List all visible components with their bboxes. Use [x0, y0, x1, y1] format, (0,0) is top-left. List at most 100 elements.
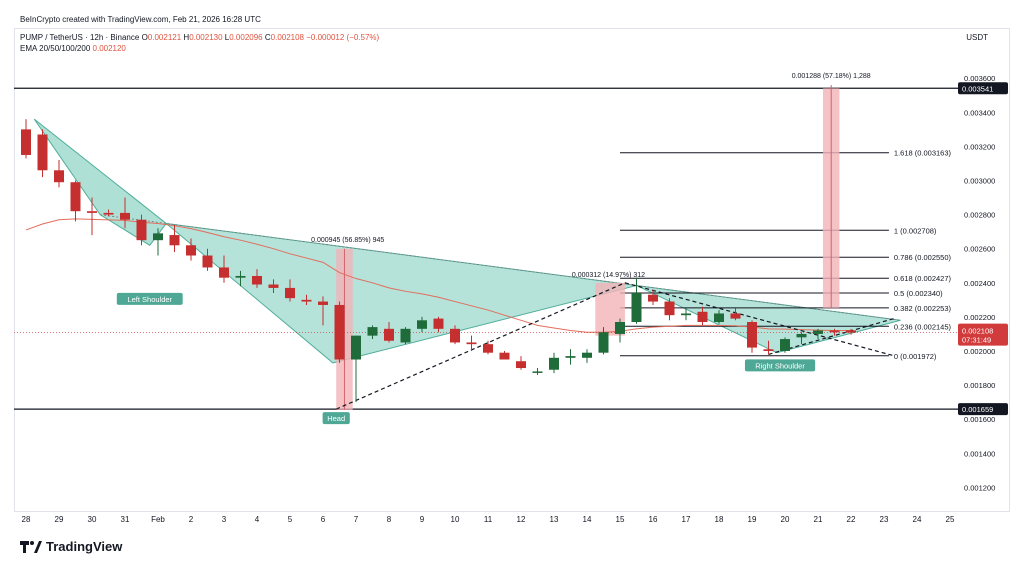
- head-area: [164, 222, 637, 364]
- candle-up[interactable]: [367, 327, 378, 336]
- x-tick-label: 13: [550, 515, 559, 524]
- candle-up[interactable]: [417, 320, 427, 329]
- candle-down[interactable]: [648, 294, 658, 302]
- x-tick-label: 18: [715, 515, 724, 524]
- x-tick-label: Feb: [151, 515, 165, 524]
- currency-label[interactable]: USDT: [966, 33, 988, 42]
- open-value: 0.002121: [147, 33, 182, 42]
- x-tick-label: 22: [847, 515, 856, 524]
- candle-up[interactable]: [681, 313, 691, 316]
- candle-down[interactable]: [136, 219, 147, 241]
- candle-down[interactable]: [433, 318, 444, 329]
- trendline-falling: [624, 282, 895, 357]
- trendline-rising: [335, 282, 626, 410]
- ohlc-legend: PUMP / TetherUS · 12h · Binance O0.00212…: [20, 33, 379, 42]
- candle-down[interactable]: [285, 287, 295, 299]
- candle-down[interactable]: [318, 301, 328, 305]
- tradingview-logo-text: TradingView: [46, 539, 123, 554]
- high-value: 0.002130: [189, 33, 223, 42]
- candle-down[interactable]: [763, 349, 774, 351]
- fib-level-label: 1 (0.002708): [894, 226, 937, 235]
- candle-up[interactable]: [598, 332, 609, 353]
- candle-up[interactable]: [351, 335, 361, 360]
- head-label-bg: [322, 412, 350, 425]
- x-tick-label: 5: [288, 515, 293, 524]
- fib-level-label: 0.5 (0.002340): [894, 289, 943, 298]
- candle-down[interactable]: [450, 328, 460, 343]
- x-tick-label: 4: [255, 515, 260, 524]
- y-tick-label: 0.003400: [964, 108, 995, 117]
- candle-up[interactable]: [813, 330, 823, 334]
- x-tick-label: 7: [354, 515, 359, 524]
- measure-label-target: 0.001288 (57.18%) 1,288: [792, 73, 871, 80]
- x-tick-label: 11: [484, 515, 493, 524]
- created-by-text: BeInCrypto created with TradingView.com,…: [20, 15, 261, 24]
- candle-up[interactable]: [549, 357, 559, 370]
- candle-up[interactable]: [400, 328, 411, 343]
- candle-down[interactable]: [334, 304, 345, 360]
- candle-down[interactable]: [169, 235, 180, 246]
- close-value: 0.002108: [270, 33, 305, 42]
- candle-down[interactable]: [54, 170, 64, 183]
- candle-down[interactable]: [21, 129, 31, 155]
- x-tick-label: 9: [420, 515, 425, 524]
- candle-down[interactable]: [846, 330, 856, 333]
- candle-down[interactable]: [747, 322, 757, 348]
- measure-label-breakout: 0.000312 (14.97%) 312: [572, 272, 645, 279]
- level-price-label: 0.001659: [962, 405, 993, 414]
- candle-down[interactable]: [499, 352, 510, 360]
- candle-down[interactable]: [202, 255, 213, 268]
- candle-down[interactable]: [87, 211, 97, 213]
- measure-label-head: 0.000945 (56.85%) 945: [311, 237, 384, 244]
- x-tick-label: 2: [189, 515, 194, 524]
- close-label: C: [264, 33, 271, 42]
- x-tick-label: 25: [946, 515, 955, 524]
- x-tick-label: 30: [88, 515, 97, 524]
- candle-up[interactable]: [153, 233, 163, 241]
- head-label: Head: [327, 414, 345, 423]
- candle-down[interactable]: [120, 212, 130, 220]
- y-tick-label: 0.002200: [964, 313, 995, 322]
- candle-down[interactable]: [301, 299, 312, 302]
- candle-down[interactable]: [829, 330, 840, 333]
- candle-down[interactable]: [103, 212, 114, 215]
- tradingview-logo: TradingView: [20, 539, 122, 554]
- candle-down[interactable]: [70, 182, 81, 212]
- level-price-label: 0.003541: [962, 84, 993, 93]
- candle-up[interactable]: [582, 352, 592, 358]
- candle-down[interactable]: [730, 313, 741, 319]
- candle-up[interactable]: [615, 322, 625, 334]
- candle-down[interactable]: [516, 361, 526, 369]
- candle-up[interactable]: [631, 293, 642, 323]
- candle-up[interactable]: [780, 339, 790, 351]
- candle-down[interactable]: [37, 134, 48, 171]
- y-tick-label: 0.003200: [964, 142, 995, 151]
- ema-legend[interactable]: EMA 20/50/100/200 0.002120: [20, 44, 126, 53]
- candle-down[interactable]: [697, 311, 708, 323]
- candle-down[interactable]: [466, 342, 477, 345]
- symbol-label[interactable]: PUMP / TetherUS · 12h · Binance: [20, 33, 140, 42]
- x-tick-label: 20: [781, 515, 790, 524]
- ema-label: EMA 20/50/100/200: [20, 44, 91, 53]
- candle-down[interactable]: [186, 245, 196, 256]
- candle-up[interactable]: [565, 356, 576, 358]
- right-shoulder-label-bg: [744, 359, 816, 372]
- candle-down[interactable]: [219, 267, 229, 278]
- chart-frame: [14, 28, 1010, 512]
- candle-up[interactable]: [714, 313, 724, 323]
- left-shoulder-label-bg: [116, 292, 183, 305]
- candle-down[interactable]: [268, 284, 279, 288]
- x-tick-label: 31: [121, 515, 130, 524]
- y-tick-label: 0.003600: [964, 74, 995, 83]
- y-tick-label: 0.001800: [964, 381, 995, 390]
- fib-level-label: 0 (0.001972): [894, 352, 937, 361]
- x-tick-label: 15: [616, 515, 625, 524]
- candle-down[interactable]: [664, 301, 675, 316]
- candle-up[interactable]: [235, 275, 246, 278]
- candle-down[interactable]: [384, 328, 394, 341]
- candle-up[interactable]: [796, 333, 807, 338]
- candle-down[interactable]: [483, 344, 493, 353]
- candle-down[interactable]: [252, 275, 262, 285]
- candle-up[interactable]: [532, 371, 543, 373]
